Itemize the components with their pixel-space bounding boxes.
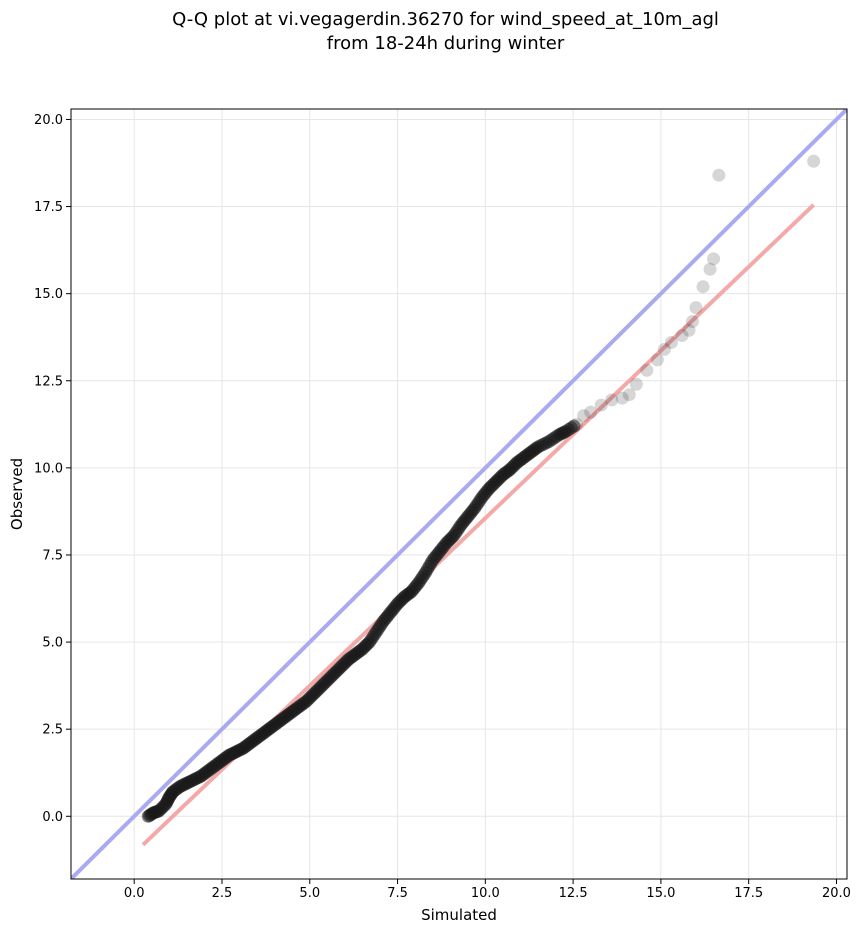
y-tick-label: 0.0 <box>42 810 63 825</box>
x-tick-label: 0.0 <box>124 886 145 901</box>
data-point <box>594 398 608 412</box>
data-point <box>567 419 581 433</box>
chart-title: Q-Q plot at vi.vegagerdin.36270 for wind… <box>0 8 861 56</box>
data-point <box>577 409 591 423</box>
x-tick-label: 17.5 <box>734 886 763 901</box>
y-tick-label: 10.0 <box>34 461 63 476</box>
data-point <box>605 393 619 407</box>
data-point <box>707 252 721 266</box>
data-point <box>689 301 703 315</box>
data-point <box>712 168 726 182</box>
data-point <box>570 417 584 431</box>
data-point <box>686 315 700 329</box>
y-tick-label: 12.5 <box>34 374 63 389</box>
x-axis-label: Simulated <box>421 906 497 924</box>
points <box>141 154 821 823</box>
x-tick-label: 7.5 <box>387 886 408 901</box>
x-tick-label: 5.0 <box>299 886 320 901</box>
data-point <box>682 323 696 337</box>
data-point <box>675 328 689 342</box>
y-tick-label: 17.5 <box>34 200 63 215</box>
data-point <box>696 280 710 294</box>
data-point <box>703 262 717 276</box>
y-axis-label: Observed <box>8 458 26 530</box>
data-point <box>640 363 654 377</box>
data-point <box>650 353 664 367</box>
y-tick-label: 5.0 <box>42 636 63 651</box>
data-point <box>622 388 636 402</box>
ticks: 0.0 2.5 5.0 7.5 10.0 12.5 15.0 17.5 20.0 0.0 2.5 5.… <box>34 113 851 901</box>
data-point <box>664 335 678 349</box>
data-point <box>657 342 671 356</box>
data-point <box>615 391 629 405</box>
grid <box>71 109 847 879</box>
chart-title-line1: Q-Q plot at vi.vegagerdin.36270 for wind… <box>172 9 719 30</box>
y-tick-label: 20.0 <box>34 113 63 128</box>
x-tick-label: 15.0 <box>646 886 675 901</box>
y-tick-label: 7.5 <box>42 548 63 563</box>
data-point <box>629 377 643 391</box>
y-tick-label: 2.5 <box>42 723 63 738</box>
x-tick-label: 10.0 <box>471 886 500 901</box>
x-tick-label: 12.5 <box>559 886 588 901</box>
data-point <box>807 154 821 168</box>
x-tick-label: 2.5 <box>212 886 233 901</box>
y-tick-label: 15.0 <box>34 287 63 302</box>
chart-title-line2: from 18-24h during winter <box>326 33 565 54</box>
x-tick-label: 20.0 <box>822 886 851 901</box>
reference-line <box>71 109 847 879</box>
data-point <box>584 405 598 419</box>
plot-frame <box>70 108 848 880</box>
